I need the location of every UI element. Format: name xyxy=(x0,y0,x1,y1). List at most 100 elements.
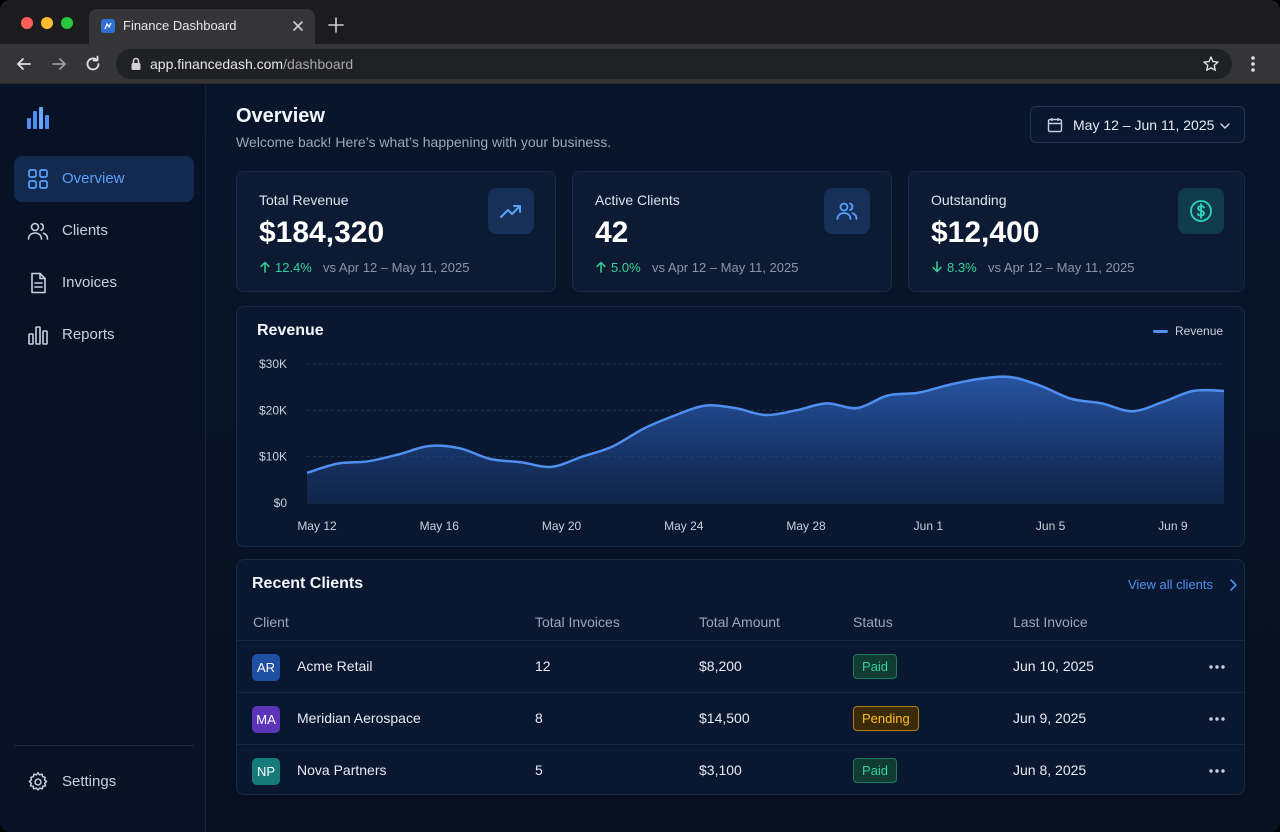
total-invoices: 12 xyxy=(535,658,551,674)
sidebar-item-settings[interactable]: Settings xyxy=(14,759,194,805)
kpi-comparison: vs Apr 12 – May 11, 2025 xyxy=(323,260,470,275)
more-options-icon[interactable] xyxy=(1207,659,1227,675)
column-header-client[interactable]: Client xyxy=(253,614,289,630)
column-header-last-invoice[interactable]: Last Invoice xyxy=(1013,614,1088,630)
status-badge: Paid xyxy=(853,654,898,679)
sidebar-item-label: Overview xyxy=(62,170,125,187)
x-tick-label: Jun 9 xyxy=(1158,519,1188,533)
section-title: Recent Clients xyxy=(252,575,364,592)
status-badge: Paid xyxy=(853,758,898,783)
avatar: NP xyxy=(252,758,280,785)
revenue-area-fill xyxy=(307,376,1224,503)
more-options-icon[interactable] xyxy=(1207,763,1227,779)
minimize-window-button[interactable] xyxy=(41,17,53,29)
recent-clients-card: Recent Clients View all clients Client T… xyxy=(236,559,1245,795)
client-name[interactable]: Meridian Aerospace xyxy=(297,710,421,726)
page-subtitle: Welcome back! Here’s what’s happening wi… xyxy=(236,134,612,150)
sidebar: Overview Clients Invoices Reports xyxy=(0,84,206,832)
chart-title: Revenue xyxy=(257,322,324,339)
legend-label: Revenue xyxy=(1175,324,1224,338)
arrow-up-icon xyxy=(596,261,606,273)
chevron-down-icon xyxy=(1219,119,1231,131)
arrow-up-icon xyxy=(260,261,270,273)
total-invoices: 5 xyxy=(535,762,543,778)
browser-menu-icon[interactable] xyxy=(1243,53,1263,75)
bookmark-star-icon[interactable] xyxy=(1202,55,1220,73)
legend-swatch xyxy=(1153,330,1168,333)
sidebar-item-label: Reports xyxy=(62,326,115,343)
avatar: MA xyxy=(252,706,280,733)
address-bar[interactable]: app.financedash.com/dashboard xyxy=(116,49,1232,79)
client-name[interactable]: Acme Retail xyxy=(297,658,373,674)
page-title: Overview xyxy=(236,105,325,127)
tab-close-icon[interactable] xyxy=(289,17,307,35)
table-row[interactable]: MA Meridian Aerospace 8 $14,500 Pending … xyxy=(237,692,1244,744)
browser-tab[interactable]: Finance Dashboard xyxy=(89,9,315,44)
lock-icon xyxy=(128,56,144,72)
favicon-icon xyxy=(101,19,115,33)
x-tick-label: Jun 5 xyxy=(1036,519,1066,533)
x-tick-label: May 24 xyxy=(664,519,704,533)
grid-icon xyxy=(27,168,49,190)
reload-icon[interactable] xyxy=(82,53,104,75)
last-invoice-date: Jun 10, 2025 xyxy=(1013,658,1094,674)
table-row[interactable]: NP Nova Partners 5 $3,100 Paid Jun 8, 20… xyxy=(237,744,1244,796)
avatar: AR xyxy=(252,654,280,681)
column-header-total-invoices[interactable]: Total Invoices xyxy=(535,614,620,630)
kpi-label: Active Clients xyxy=(595,192,680,208)
tab-title: Finance Dashboard xyxy=(123,18,237,33)
kpi-card-active-clients[interactable]: Active Clients 42 5.0% vs Apr 12 – May 1… xyxy=(572,171,892,292)
arrow-down-icon xyxy=(932,261,942,273)
column-header-status[interactable]: Status xyxy=(853,614,893,630)
chevron-right-icon xyxy=(1230,579,1237,591)
x-tick-label: May 12 xyxy=(297,519,337,533)
kpi-card-outstanding[interactable]: Outstanding $12,400 8.3% vs Apr 12 – May… xyxy=(908,171,1245,292)
total-invoices: 8 xyxy=(535,710,543,726)
kpi-label: Outstanding xyxy=(931,192,1007,208)
view-all-label: View all clients xyxy=(1128,577,1214,592)
app: Overview Clients Invoices Reports xyxy=(0,84,1280,832)
sidebar-item-clients[interactable]: Clients xyxy=(14,208,194,254)
sidebar-item-reports[interactable]: Reports xyxy=(14,312,194,358)
sidebar-divider xyxy=(14,745,194,746)
view-all-clients-link[interactable]: View all clients xyxy=(1128,577,1237,592)
last-invoice-date: Jun 9, 2025 xyxy=(1013,710,1087,726)
maximize-window-button[interactable] xyxy=(61,17,73,29)
column-header-total-amount[interactable]: Total Amount xyxy=(699,614,780,630)
forward-arrow-icon[interactable] xyxy=(48,53,70,75)
y-tick-label: $0 xyxy=(274,496,288,510)
more-options-icon[interactable] xyxy=(1207,711,1227,727)
client-name[interactable]: Nova Partners xyxy=(297,762,387,778)
kpi-delta-value: 8.3% xyxy=(947,260,977,275)
kpi-value: $184,320 xyxy=(259,216,385,249)
kpi-icon-badge xyxy=(488,188,534,234)
tab-strip: Finance Dashboard xyxy=(0,0,1280,44)
revenue-series-line[interactable] xyxy=(306,375,1225,475)
browser-toolbar: app.financedash.com/dashboard xyxy=(0,44,1280,84)
total-amount: $3,100 xyxy=(699,762,742,778)
dollar-circle-icon xyxy=(1190,200,1212,222)
table-row[interactable]: AR Acme Retail 12 $8,200 Paid Jun 10, 20… xyxy=(237,640,1244,692)
kpi-card-total-revenue[interactable]: Total Revenue $184,320 12.4% vs Apr 12 –… xyxy=(236,171,556,292)
date-range-picker[interactable]: May 12 – Jun 11, 2025 xyxy=(1030,106,1245,143)
x-tick-label: May 16 xyxy=(420,519,460,533)
logo-bar-chart-icon[interactable] xyxy=(26,106,52,130)
users-icon xyxy=(836,202,858,220)
date-range-label: May 12 – Jun 11, 2025 xyxy=(1073,117,1215,133)
sidebar-item-overview[interactable]: Overview xyxy=(14,156,194,202)
new-tab-icon[interactable] xyxy=(326,15,346,35)
revenue-chart: $0 $10K $20K $30K May 12 May 16 May 20 May 24 Ma… xyxy=(259,357,1225,533)
y-tick-label: $10K xyxy=(259,450,287,464)
kpi-icon-badge xyxy=(824,188,870,234)
x-tick-label: Jun 1 xyxy=(914,519,944,533)
trending-up-icon xyxy=(500,205,521,218)
total-amount: $14,500 xyxy=(699,710,750,726)
sidebar-item-invoices[interactable]: Invoices xyxy=(14,260,194,306)
close-window-button[interactable] xyxy=(21,17,33,29)
status-badge: Pending xyxy=(853,706,919,731)
kpi-comparison: vs Apr 12 – May 11, 2025 xyxy=(652,260,799,275)
gear-icon xyxy=(27,771,49,793)
url-text: app.financedash.com/dashboard xyxy=(150,56,354,72)
back-arrow-icon[interactable] xyxy=(13,53,35,75)
